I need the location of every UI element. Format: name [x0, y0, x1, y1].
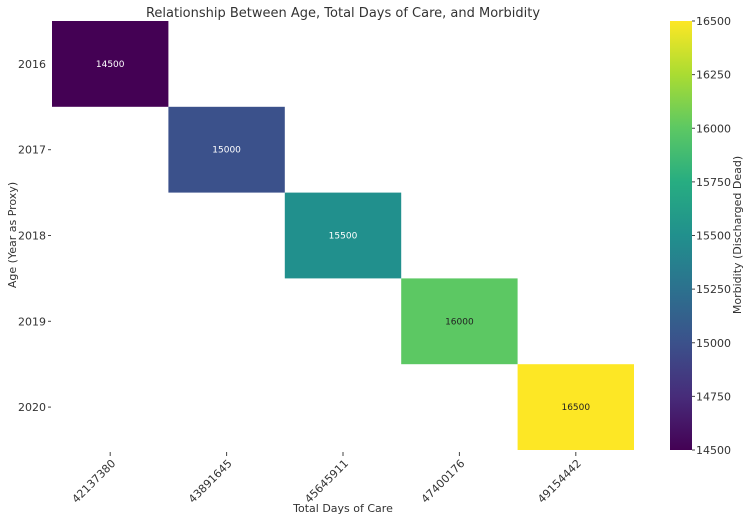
colorbar-tick-label: 16000: [696, 122, 731, 135]
colorbar-tick-label: 16500: [696, 15, 731, 28]
x-tick-label: 43891645: [186, 457, 235, 506]
colorbar-ticks: 14500 14750 15000 15250 15500 15750 16000 16250…: [692, 15, 731, 457]
x-tick-label: 42137380: [70, 457, 119, 506]
y-tick-label: 2017: [18, 144, 46, 157]
x-tick-label: 47400176: [419, 457, 468, 506]
cell-value-label: 16000: [445, 317, 474, 327]
x-axis-label: Total Days of Care: [292, 502, 393, 515]
colorbar-tick-label: 15250: [696, 283, 731, 296]
y-tick-label: 2019: [18, 315, 46, 328]
cell-value-label: 15000: [212, 146, 241, 156]
colorbar-tick-label: 14500: [696, 444, 731, 457]
heatmap-cell: [52, 21, 169, 107]
heatmap-cell: [517, 364, 634, 450]
colorbar-label: Morbidity (Discharged Dead): [731, 156, 744, 314]
colorbar-tick-label: 14750: [696, 390, 731, 403]
y-axis-label: Age (Year as Proxy): [6, 182, 19, 288]
y-tick-label: 2020: [18, 401, 46, 414]
colorbar-tick-label: 16250: [696, 69, 731, 82]
cell-value-label: 16500: [561, 403, 590, 413]
colorbar: [670, 21, 692, 450]
cell-value-label: 14500: [96, 60, 125, 70]
colorbar-tick-label: 15000: [696, 337, 731, 350]
heatmap-cells: 14500 15000 15500 16000 16500: [52, 21, 634, 450]
heatmap-cell: [168, 106, 285, 193]
x-axis-ticks: 42137380 43891645 45645911 47400176 49154442: [70, 452, 584, 506]
cell-value-label: 15500: [329, 232, 358, 242]
y-tick-label: 2016: [18, 58, 46, 71]
colorbar-tick-label: 15500: [696, 230, 731, 243]
y-axis-ticks: 2016 2017 2018 2019 2020: [18, 58, 51, 414]
colorbar-tick-label: 15750: [696, 176, 731, 189]
chart-title: Relationship Between Age, Total Days of …: [146, 6, 540, 21]
y-tick-label: 2018: [18, 230, 46, 243]
heatmap-cell: [284, 192, 402, 279]
x-tick-label: 49154442: [535, 457, 584, 506]
x-tick-label: 45645911: [302, 457, 351, 506]
heatmap-cell: [401, 278, 518, 365]
